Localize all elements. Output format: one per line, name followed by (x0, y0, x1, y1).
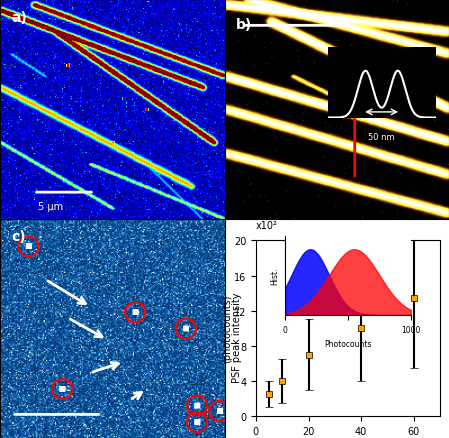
Text: c): c) (11, 230, 26, 244)
Text: a): a) (11, 11, 27, 25)
Text: b): b) (236, 18, 252, 32)
Y-axis label: Hist.: Hist. (271, 267, 280, 285)
Text: 50 nm: 50 nm (368, 132, 395, 141)
X-axis label: Photocounts: Photocounts (324, 339, 372, 349)
Y-axis label: (photocounts): (photocounts) (222, 294, 233, 363)
Text: x10²: x10² (256, 220, 278, 230)
Text: PSF peak intensity: PSF peak intensity (232, 292, 242, 382)
Text: 5 μm: 5 μm (38, 201, 63, 212)
